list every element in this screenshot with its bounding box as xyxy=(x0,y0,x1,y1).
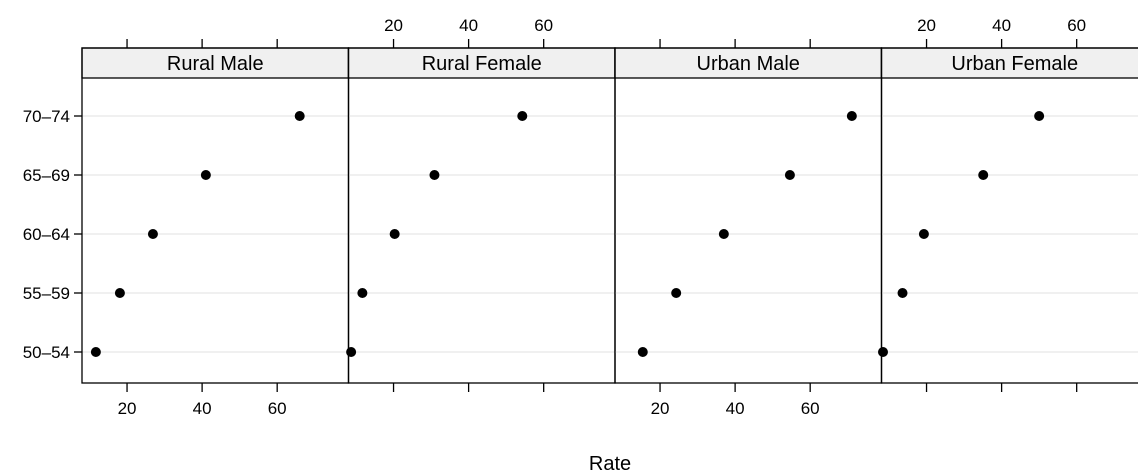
strip-label-urban-male: Urban Male xyxy=(697,53,800,75)
data-point-rural-female-1 xyxy=(357,288,368,298)
x-tick-label-urban-male-2: 60 xyxy=(801,399,820,418)
data-point-rural-male-0 xyxy=(90,347,101,357)
x-tick-label-urban-female-1: 40 xyxy=(992,16,1011,35)
x-tick-label-urban-male-0: 20 xyxy=(651,399,670,418)
data-point-urban-male-0 xyxy=(637,347,648,357)
data-point-rural-male-3 xyxy=(200,170,211,180)
data-point-urban-male-1 xyxy=(671,288,682,298)
data-point-urban-female-3 xyxy=(978,170,989,180)
panel-border-rural-female xyxy=(347,47,616,384)
panel-border-urban-female xyxy=(880,47,1138,384)
y-tick-label-1: 55–59 xyxy=(23,284,70,303)
x-tick-label-urban-female-0: 20 xyxy=(917,16,936,35)
data-point-rural-male-1 xyxy=(114,288,125,298)
x-tick-label-rural-female-0: 20 xyxy=(384,16,403,35)
data-point-urban-female-4 xyxy=(1034,111,1045,121)
strip-urban-female xyxy=(880,47,1138,79)
data-point-rural-female-3 xyxy=(429,170,440,180)
strip-label-urban-female: Urban Female xyxy=(951,53,1078,75)
data-point-rural-male-4 xyxy=(294,111,305,121)
strip-label-rural-male: Rural Male xyxy=(167,53,264,75)
data-point-rural-female-2 xyxy=(389,229,400,239)
data-point-urban-male-4 xyxy=(846,111,857,121)
data-point-urban-female-0 xyxy=(878,347,889,357)
data-point-urban-female-1 xyxy=(897,288,908,298)
x-tick-label-rural-male-0: 20 xyxy=(118,399,137,418)
y-tick-label-0: 50–54 xyxy=(23,343,70,362)
x-tick-label-rural-female-1: 40 xyxy=(459,16,478,35)
panel-border-urban-male xyxy=(614,47,883,384)
x-tick-label-urban-female-2: 60 xyxy=(1067,16,1086,35)
strip-label-rural-female: Rural Female xyxy=(422,53,542,75)
panel-border-rural-male xyxy=(81,47,350,384)
x-tick-label-rural-male-1: 40 xyxy=(193,399,212,418)
y-tick-label-4: 70–74 xyxy=(23,107,70,126)
strip-rural-male xyxy=(81,47,350,79)
strip-rural-female xyxy=(347,47,616,79)
x-axis-title: Rate xyxy=(589,453,631,474)
data-point-urban-female-2 xyxy=(918,229,929,239)
y-tick-label-2: 60–64 xyxy=(23,225,70,244)
data-point-rural-male-2 xyxy=(147,229,158,239)
x-tick-label-rural-female-2: 60 xyxy=(534,16,553,35)
data-point-rural-female-4 xyxy=(517,111,528,121)
data-point-urban-male-3 xyxy=(784,170,795,180)
data-point-rural-female-0 xyxy=(346,347,357,357)
x-tick-label-urban-male-1: 40 xyxy=(726,399,745,418)
data-point-urban-male-2 xyxy=(718,229,729,239)
x-tick-label-rural-male-2: 60 xyxy=(268,399,287,418)
y-tick-label-3: 65–69 xyxy=(23,166,70,185)
